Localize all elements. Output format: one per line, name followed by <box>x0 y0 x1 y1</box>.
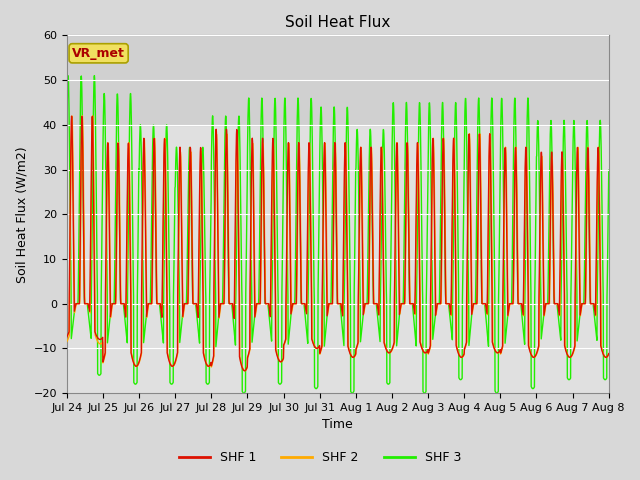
Title: Soil Heat Flux: Soil Heat Flux <box>285 15 390 30</box>
Line: SHF 1: SHF 1 <box>67 116 609 371</box>
Legend: SHF 1, SHF 2, SHF 3: SHF 1, SHF 2, SHF 3 <box>173 446 467 469</box>
Y-axis label: Soil Heat Flux (W/m2): Soil Heat Flux (W/m2) <box>15 146 28 283</box>
SHF 2 <box>214 232 222 238</box>
SHF 3 <box>354 130 362 135</box>
SHF 3 <box>365 156 373 161</box>
SHF 1 <box>241 368 248 373</box>
SHF 1 <box>365 225 373 230</box>
SHF 1 <box>214 264 222 270</box>
SHF 1 <box>557 168 565 173</box>
SHF 2 <box>573 223 580 228</box>
SHF 1 <box>63 334 70 340</box>
SHF 3 <box>63 135 70 141</box>
SHF 2 <box>496 349 504 355</box>
Text: VR_met: VR_met <box>72 47 125 60</box>
SHF 3 <box>496 221 504 227</box>
SHF 1 <box>68 113 76 119</box>
SHF 2 <box>241 368 249 373</box>
SHF 3 <box>605 168 612 173</box>
Line: SHF 2: SHF 2 <box>67 116 609 371</box>
SHF 1 <box>605 351 612 357</box>
X-axis label: Time: Time <box>323 419 353 432</box>
SHF 3 <box>557 279 565 285</box>
SHF 1 <box>496 348 504 354</box>
SHF 2 <box>365 256 373 262</box>
Line: SHF 3: SHF 3 <box>67 76 609 393</box>
SHF 2 <box>354 342 362 348</box>
SHF 2 <box>89 113 97 119</box>
SHF 2 <box>63 339 70 345</box>
SHF 3 <box>214 319 222 325</box>
Bar <box>67 36 609 125</box>
SHF 1 <box>573 192 580 198</box>
SHF 3 <box>420 390 428 396</box>
SHF 3 <box>90 73 98 79</box>
SHF 2 <box>557 194 565 200</box>
SHF 3 <box>573 255 580 261</box>
SHF 1 <box>354 341 362 347</box>
SHF 2 <box>605 351 612 357</box>
